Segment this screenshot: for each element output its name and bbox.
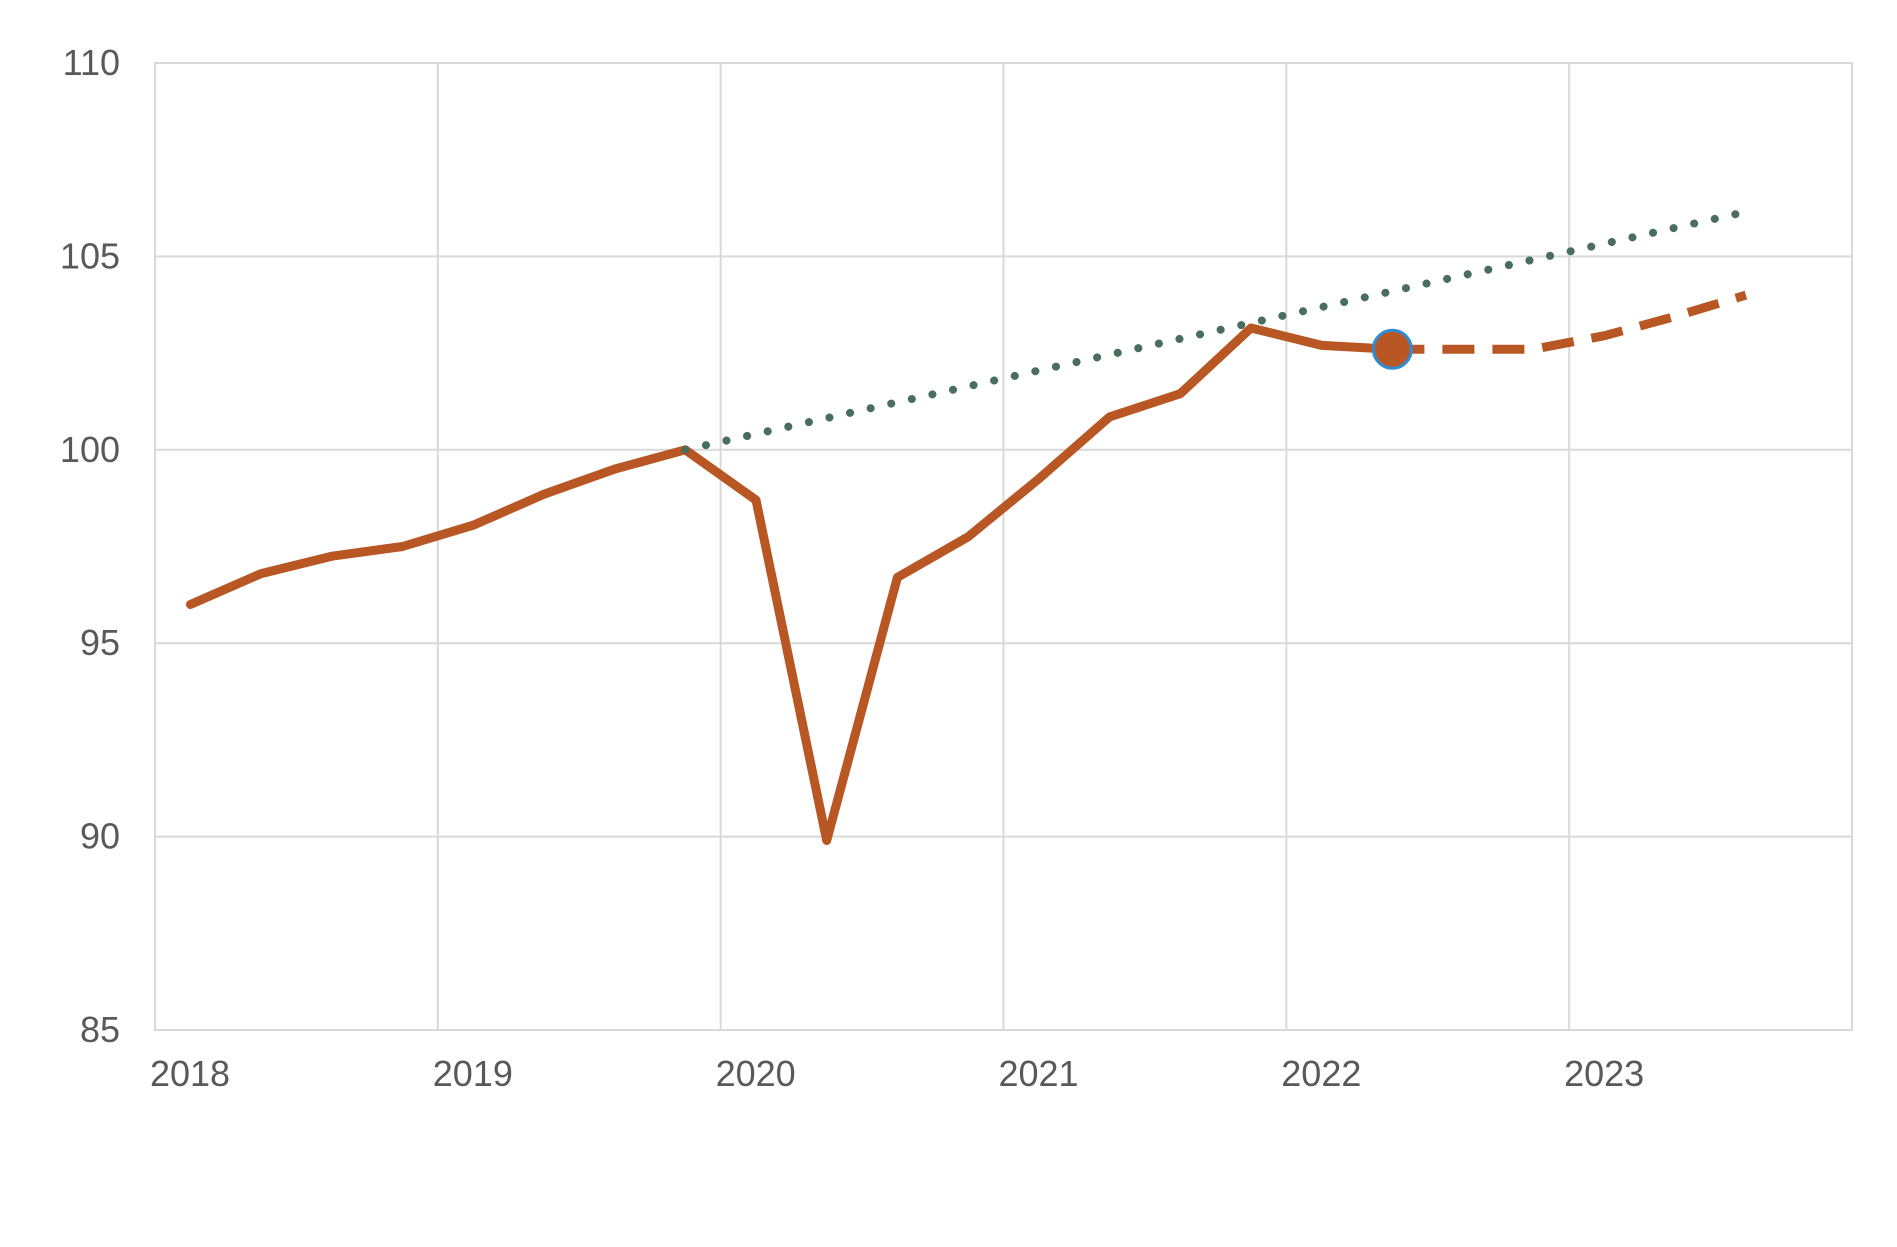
y-tick-label: 90: [80, 816, 120, 857]
series-line-dashed: [1392, 290, 1748, 354]
x-axis-tick-labels: 2018 2019 2020 2021 2022 2023: [150, 1053, 1644, 1094]
x-tick-label: 2018: [150, 1053, 230, 1094]
plot-area-border: [154, 62, 1853, 1031]
y-tick-label: 105: [60, 235, 120, 276]
y-tick-label: 100: [60, 429, 120, 470]
y-tick-label: 85: [80, 1009, 120, 1050]
markers: [1371, 328, 1413, 370]
x-tick-label: 2021: [998, 1053, 1078, 1094]
y-tick-label: 110: [63, 42, 120, 83]
y-axis-tick-labels: 85 90 95 100 105 110: [60, 42, 120, 1050]
series-lines: [185, 207, 1750, 845]
data-point-marker: [1371, 328, 1413, 370]
gridlines: [154, 62, 1853, 1031]
series-line-solid: [185, 323, 1397, 845]
y-tick-label: 95: [80, 622, 120, 663]
series-line-dotted: [681, 207, 1750, 454]
x-tick-label: 2022: [1281, 1053, 1361, 1094]
x-tick-label: 2023: [1564, 1053, 1644, 1094]
x-tick-label: 2020: [716, 1053, 796, 1094]
x-tick-label: 2019: [433, 1053, 513, 1094]
